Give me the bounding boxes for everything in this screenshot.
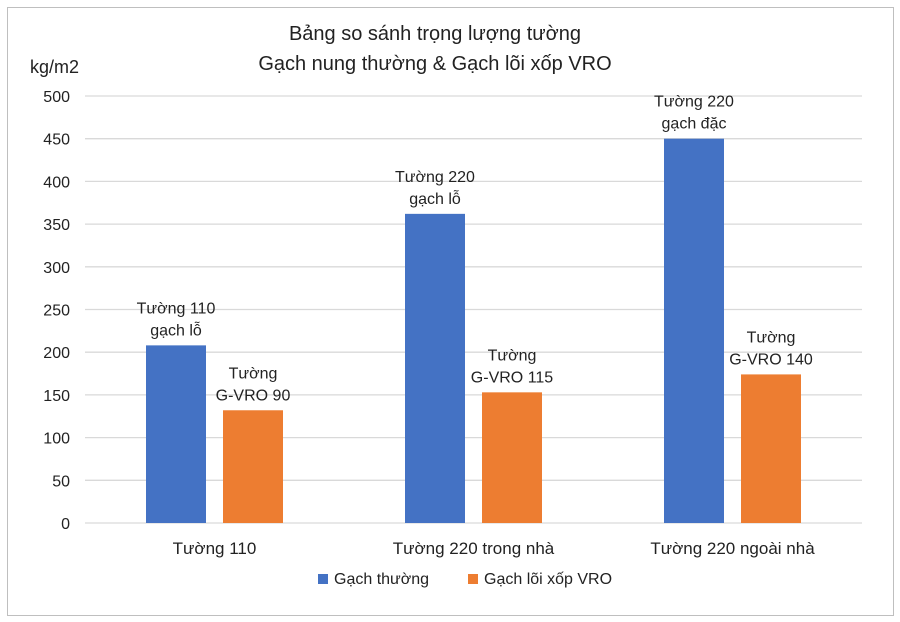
- data-label: Tường 110: [137, 300, 216, 317]
- legend-label: Gạch lõi xốp VRO: [484, 571, 612, 588]
- legend-swatch: [468, 574, 478, 584]
- x-tick-label: Tường 110: [173, 539, 257, 558]
- y-tick-label: 0: [61, 516, 70, 533]
- y-tick-label: 500: [43, 89, 70, 106]
- bar-gach-vro: [223, 410, 283, 523]
- bar-gach-vro: [741, 374, 801, 523]
- data-label: gạch lỗ: [150, 320, 202, 339]
- chart-title-line-2: Gạch nung thường & Gạch lõi xốp VRO: [258, 53, 611, 75]
- bar-gach-thuong: [664, 138, 724, 523]
- data-label: G-VRO 140: [729, 351, 813, 368]
- y-tick-label: 50: [52, 473, 70, 490]
- chart-frame: [7, 7, 894, 616]
- y-tick-label: 450: [43, 132, 70, 149]
- data-label: Tường: [747, 329, 796, 346]
- data-label: Tường 220: [654, 94, 734, 111]
- data-label: Tường: [488, 347, 537, 364]
- data-label: gạch đặc: [662, 116, 727, 133]
- y-tick-label: 250: [43, 303, 70, 320]
- data-label: G-VRO 115: [471, 369, 554, 386]
- y-axis-label: kg/m2: [30, 57, 79, 77]
- chart-title-line-1: Bảng so sánh trọng lượng tường: [289, 23, 581, 45]
- y-tick-label: 200: [43, 345, 70, 362]
- y-tick-label: 150: [43, 388, 70, 405]
- data-label: Tường 220: [395, 169, 475, 186]
- bar-gach-thuong: [405, 213, 465, 524]
- x-tick-label: Tường 220 ngoài nhà: [650, 539, 815, 558]
- legend-swatch: [318, 574, 328, 584]
- y-tick-label: 350: [43, 217, 70, 234]
- y-tick-label: 100: [43, 431, 70, 448]
- legend-label: Gạch thường: [334, 571, 429, 588]
- bar-gach-vro: [482, 392, 542, 523]
- data-label: gạch lỗ: [409, 189, 461, 208]
- y-tick-label: 400: [43, 174, 70, 191]
- x-tick-label: Tường 220 trong nhà: [393, 539, 555, 558]
- data-label: Tường: [229, 365, 278, 382]
- bar-gach-thuong: [146, 345, 206, 523]
- data-label: G-VRO 90: [216, 387, 291, 404]
- y-tick-label: 300: [43, 260, 70, 277]
